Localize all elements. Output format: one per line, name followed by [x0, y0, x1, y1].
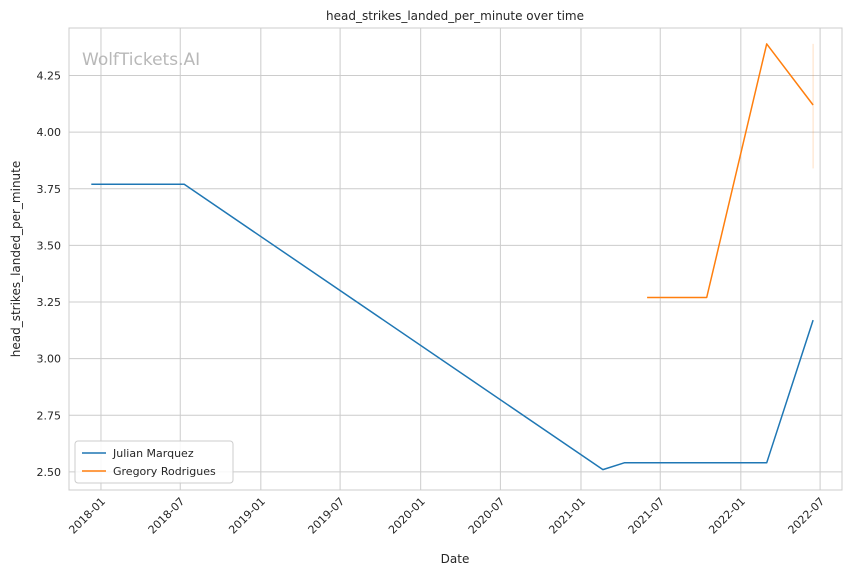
- y-tick-label: 4.00: [37, 126, 62, 139]
- y-tick-label: 3.00: [37, 353, 62, 366]
- y-tick-label: 3.25: [37, 296, 62, 309]
- plot-frame: [68, 27, 843, 491]
- y-tick-label: 4.25: [37, 70, 62, 83]
- grid: [69, 28, 842, 490]
- series-line-julian-marquez: [91, 183, 814, 471]
- y-tick-label: 3.50: [37, 239, 62, 252]
- y-tick-label: 2.50: [37, 466, 62, 479]
- y-axis-label: head_strikes_landed_per_minute: [9, 161, 23, 358]
- watermark: WolfTickets.AI: [82, 50, 200, 70]
- y-tick-label: 2.75: [37, 409, 62, 422]
- legend-box: [74, 440, 234, 484]
- y-tick-labels: 2.50 2.75 3.00 3.25 3.50 3.75 4.00 4.25: [37, 70, 62, 479]
- chart-title: head_strikes_landed_per_minute over time: [326, 9, 584, 23]
- legend: Julian Marquez Gregory Rodrigues: [74, 440, 234, 484]
- x-axis-label: Date: [441, 552, 470, 566]
- legend-label-julian-marquez: Julian Marquez: [112, 447, 194, 460]
- series-line-gregory-rodrigues: [647, 43, 814, 299]
- legend-label-gregory-rodrigues: Gregory Rodrigues: [113, 465, 216, 478]
- series-layer: [91, 43, 814, 471]
- y-tick-label: 3.75: [37, 183, 62, 196]
